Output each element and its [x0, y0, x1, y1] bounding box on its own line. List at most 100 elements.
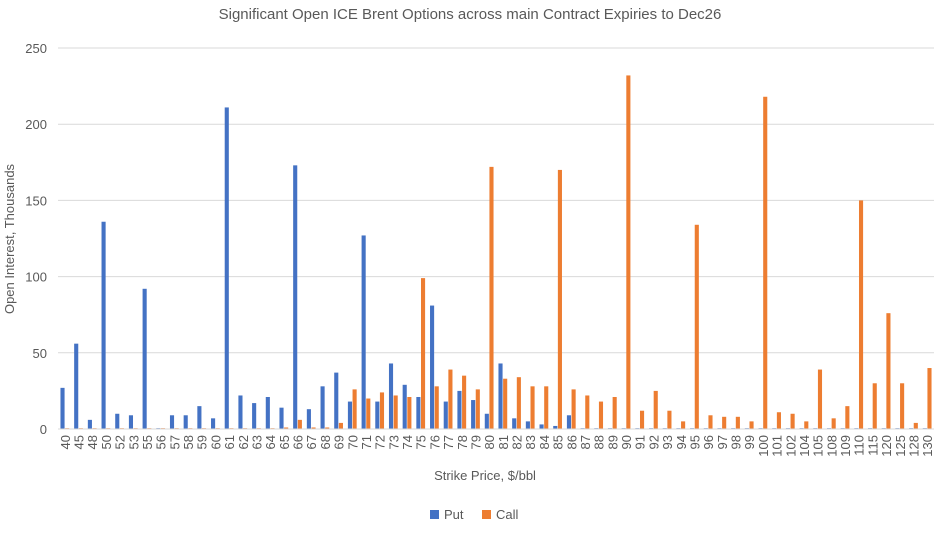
- bar-put-67: [306, 409, 311, 429]
- y-tick-label: 250: [25, 41, 47, 56]
- bar-call-98: [735, 416, 740, 429]
- bar-call-87: [585, 395, 590, 429]
- bar-call-120: [886, 313, 891, 429]
- x-tick-label: 74: [400, 435, 415, 449]
- x-tick-label: 100: [756, 435, 771, 457]
- x-tick-label: 71: [359, 435, 374, 449]
- bar-put-69: [334, 372, 339, 429]
- x-tick-labels: 4045485052535556575859606162636465666768…: [58, 435, 935, 457]
- bar-call-105: [817, 369, 823, 429]
- bar-call-130: [927, 368, 932, 429]
- x-tick-label: 128: [906, 435, 921, 457]
- x-tick-label: 58: [181, 435, 196, 449]
- bar-call-128: [913, 422, 918, 429]
- bar-put-82: [512, 418, 517, 429]
- x-tick-label: 98: [729, 435, 744, 449]
- bar-put-59: [197, 406, 202, 429]
- x-tick-label: 55: [140, 435, 155, 449]
- bar-call-86: [571, 389, 576, 429]
- bar-call-83: [530, 386, 535, 429]
- x-tick-label: 68: [318, 435, 333, 449]
- x-tick-label: 115: [865, 435, 880, 456]
- chart-title: Significant Open ICE Brent Options acros…: [219, 6, 722, 23]
- bar-put-58: [183, 415, 188, 429]
- bar-call-92: [653, 390, 658, 429]
- bar-put-60: [211, 418, 216, 429]
- bar-call-85: [557, 169, 562, 430]
- x-tick-label: 120: [879, 435, 894, 457]
- bar-call-72: [379, 392, 385, 429]
- x-tick-label: 86: [564, 435, 579, 449]
- x-tick-label: 79: [468, 435, 483, 449]
- x-tick-label: 95: [687, 435, 702, 449]
- bar-call-67: [311, 427, 316, 429]
- bar-call-100: [763, 96, 768, 429]
- x-tick-label: 97: [715, 435, 730, 449]
- x-tick-label: 110: [852, 435, 867, 456]
- x-tick-label: 73: [386, 435, 401, 449]
- bar-call-75: [420, 278, 426, 429]
- bar-put-79: [471, 400, 476, 429]
- bar-put-74: [402, 384, 407, 429]
- bar-call-99: [749, 421, 754, 429]
- x-tick-label: 82: [510, 435, 525, 449]
- bar-put-73: [388, 363, 394, 429]
- x-tick-label: 104: [797, 435, 812, 457]
- bar-call-74: [407, 396, 412, 429]
- bar-call-97: [722, 416, 727, 429]
- x-tick-label: 88: [592, 435, 607, 449]
- bar-put-61: [224, 107, 229, 429]
- bar-call-81: [503, 378, 508, 429]
- x-tick-label: 80: [482, 435, 497, 449]
- bar-put-63: [252, 403, 257, 429]
- bar-call-104: [804, 421, 809, 429]
- y-tick-label: 200: [25, 117, 47, 132]
- x-tick-label: 50: [99, 435, 114, 449]
- bar-call-78: [462, 375, 467, 429]
- x-tick-label: 40: [58, 435, 73, 449]
- x-tick-label: 62: [236, 435, 251, 449]
- x-tick-label: 70: [345, 435, 360, 449]
- legend-swatch-put: [430, 510, 439, 519]
- y-tick-label: 50: [33, 346, 47, 361]
- x-tick-label: 45: [72, 435, 87, 449]
- legend-label-call: Call: [496, 507, 519, 522]
- x-tick-label: 91: [633, 435, 648, 449]
- x-tick-label: 81: [496, 435, 511, 449]
- bar-put-53: [128, 415, 134, 429]
- x-tick-label: 84: [537, 435, 552, 449]
- bar-call-93: [667, 410, 672, 429]
- bar-put-64: [265, 396, 270, 429]
- y-tick-labels: 0 50 100 150 200 250: [25, 41, 47, 437]
- x-tick-label: 92: [646, 435, 661, 449]
- bar-call-71: [366, 398, 371, 429]
- x-tick-label: 66: [291, 435, 306, 449]
- x-tick-label: 93: [660, 435, 675, 449]
- bar-put-65: [279, 407, 284, 429]
- y-axis-label: Open Interest, Thousands: [2, 163, 17, 314]
- x-tick-label: 48: [85, 435, 100, 449]
- bar-call-95: [694, 224, 699, 429]
- bar-put-62: [238, 395, 243, 429]
- bars: [60, 75, 932, 430]
- bar-put-71: [361, 235, 366, 429]
- bar-put-40: [60, 387, 65, 429]
- x-tick-label: 76: [427, 435, 442, 449]
- x-tick-label: 72: [373, 435, 388, 449]
- bar-call-108: [831, 418, 836, 429]
- bar-call-73: [393, 395, 398, 429]
- bar-call-68: [325, 427, 330, 429]
- bar-call-69: [338, 422, 343, 429]
- y-tick-label: 100: [25, 270, 47, 285]
- x-tick-label: 77: [441, 435, 456, 449]
- x-tick-label: 61: [222, 435, 237, 449]
- bar-put-50: [101, 221, 106, 429]
- x-tick-label: 130: [920, 435, 935, 457]
- x-tick-label: 102: [783, 435, 798, 457]
- x-tick-label: 99: [742, 435, 757, 449]
- y-tick-label: 150: [25, 193, 47, 208]
- bar-call-125: [900, 383, 905, 429]
- x-tick-label: 87: [578, 435, 593, 449]
